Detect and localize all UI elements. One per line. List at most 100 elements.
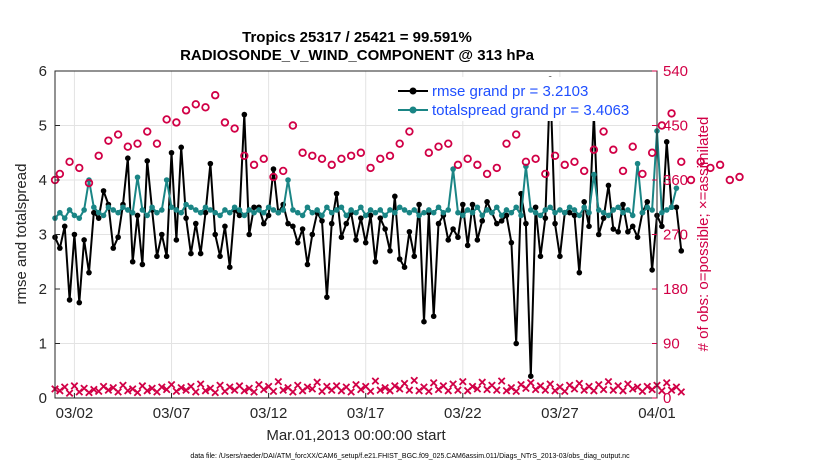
series-1-point: [605, 212, 612, 219]
y2-tick-label: 450: [663, 118, 688, 135]
series-1-point: [144, 212, 151, 219]
y2-tick-label: 270: [663, 227, 688, 244]
series-3-x-stroke: [352, 380, 360, 389]
series-0-point: [474, 237, 481, 243]
series-3-point: [366, 387, 375, 396]
series-1-point: [100, 212, 107, 219]
series-1-point: [338, 204, 345, 211]
series-0-point: [503, 212, 510, 219]
series-0-point: [333, 190, 340, 197]
series-3-x-stroke: [381, 383, 389, 392]
series-2-point: [220, 118, 230, 127]
series-3-x-stroke: [454, 386, 462, 394]
series-1-point: [362, 212, 369, 219]
series-1-point: [290, 207, 296, 213]
series-1-point: [304, 204, 311, 211]
series-2-point: [94, 151, 103, 160]
series-0-point: [265, 212, 272, 219]
series-3-point: [468, 382, 477, 391]
series-3-point: [492, 386, 501, 394]
series-2-point: [172, 118, 181, 127]
series-3-x-stroke: [303, 383, 312, 391]
series-0-point: [396, 256, 403, 262]
series-3-point: [502, 386, 511, 395]
series-1-point: [66, 207, 73, 213]
series-1-point: [503, 207, 510, 213]
series-2-point: [628, 142, 637, 151]
series-3-x-stroke: [133, 388, 142, 397]
series-3-point: [143, 386, 152, 395]
series-3-point: [289, 388, 297, 396]
series-1-point: [542, 207, 549, 213]
series-1-point: [168, 204, 175, 211]
series-1-point: [256, 207, 262, 213]
series-3-point: [376, 386, 385, 394]
series-0-point: [479, 218, 486, 224]
series-2-point: [201, 103, 210, 112]
series-0-point: [81, 237, 87, 243]
series-1-point: [178, 209, 185, 216]
series-1-point: [280, 207, 286, 213]
series-0-point: [620, 201, 626, 208]
series-0-point: [125, 155, 131, 161]
series-2-point: [133, 139, 142, 148]
series-3-x-stroke: [138, 382, 147, 390]
series-3-x-stroke: [255, 380, 263, 389]
series-2-point: [541, 169, 550, 179]
series-2-point: [473, 160, 482, 170]
series-1-point: [450, 166, 456, 172]
series-0-point: [610, 226, 617, 232]
series-1-point: [508, 209, 515, 216]
series-0-point: [445, 237, 452, 243]
series-3-point: [211, 388, 220, 397]
series-1-point: [406, 209, 413, 216]
series-1-point: [455, 209, 461, 216]
series-2-point: [444, 139, 453, 148]
legend-rmse-label: rmse grand pr = 3.2103: [432, 83, 588, 100]
series-1-point: [673, 185, 680, 191]
series-0-point: [460, 201, 466, 208]
series-1-point: [445, 207, 452, 213]
series-0-point: [367, 212, 374, 219]
series-3-point: [400, 379, 409, 388]
series-1-point: [435, 204, 442, 211]
series-2-point: [512, 130, 521, 139]
series-0-point: [139, 261, 146, 268]
series-1-point: [285, 177, 291, 183]
series-2-point: [550, 151, 560, 160]
series-0-point: [226, 264, 233, 271]
series-3-x-stroke: [65, 389, 74, 397]
chart-title: Tropics 25317 / 25421 = 99.591%: [242, 29, 472, 46]
series-0-point: [581, 199, 587, 205]
series-3-x-stroke: [672, 383, 681, 391]
series-1-point: [76, 215, 83, 221]
series-3-point: [658, 386, 666, 395]
series-3-point: [590, 386, 598, 395]
series-0-point: [76, 299, 83, 306]
series-3-x-stroke: [488, 381, 496, 390]
series-3-x-stroke: [85, 388, 93, 397]
series-1-point: [460, 212, 466, 219]
series-2-point: [376, 154, 385, 164]
series-1-point: [401, 207, 408, 213]
series-3-x-stroke: [619, 386, 627, 395]
series-0-point: [309, 231, 316, 238]
series-1-point: [236, 207, 243, 213]
series-3-x-stroke: [279, 386, 288, 394]
series-1-point: [265, 204, 272, 211]
series-2-point: [123, 142, 133, 151]
series-1-point: [479, 212, 486, 219]
series-3-x-stroke: [235, 382, 244, 390]
series-3-x-stroke: [575, 379, 584, 388]
series-3-point: [274, 377, 283, 386]
series-0-point: [241, 111, 248, 118]
series-3-x-stroke: [677, 388, 686, 396]
series-3-x-stroke: [313, 378, 321, 387]
series-2-point: [240, 151, 249, 160]
series-2-point: [706, 163, 715, 173]
series-3-point: [381, 383, 389, 392]
series-3-x-stroke: [211, 388, 220, 397]
series-1-point: [207, 207, 214, 213]
series-0-point: [353, 237, 359, 243]
series-3-point: [662, 379, 671, 387]
